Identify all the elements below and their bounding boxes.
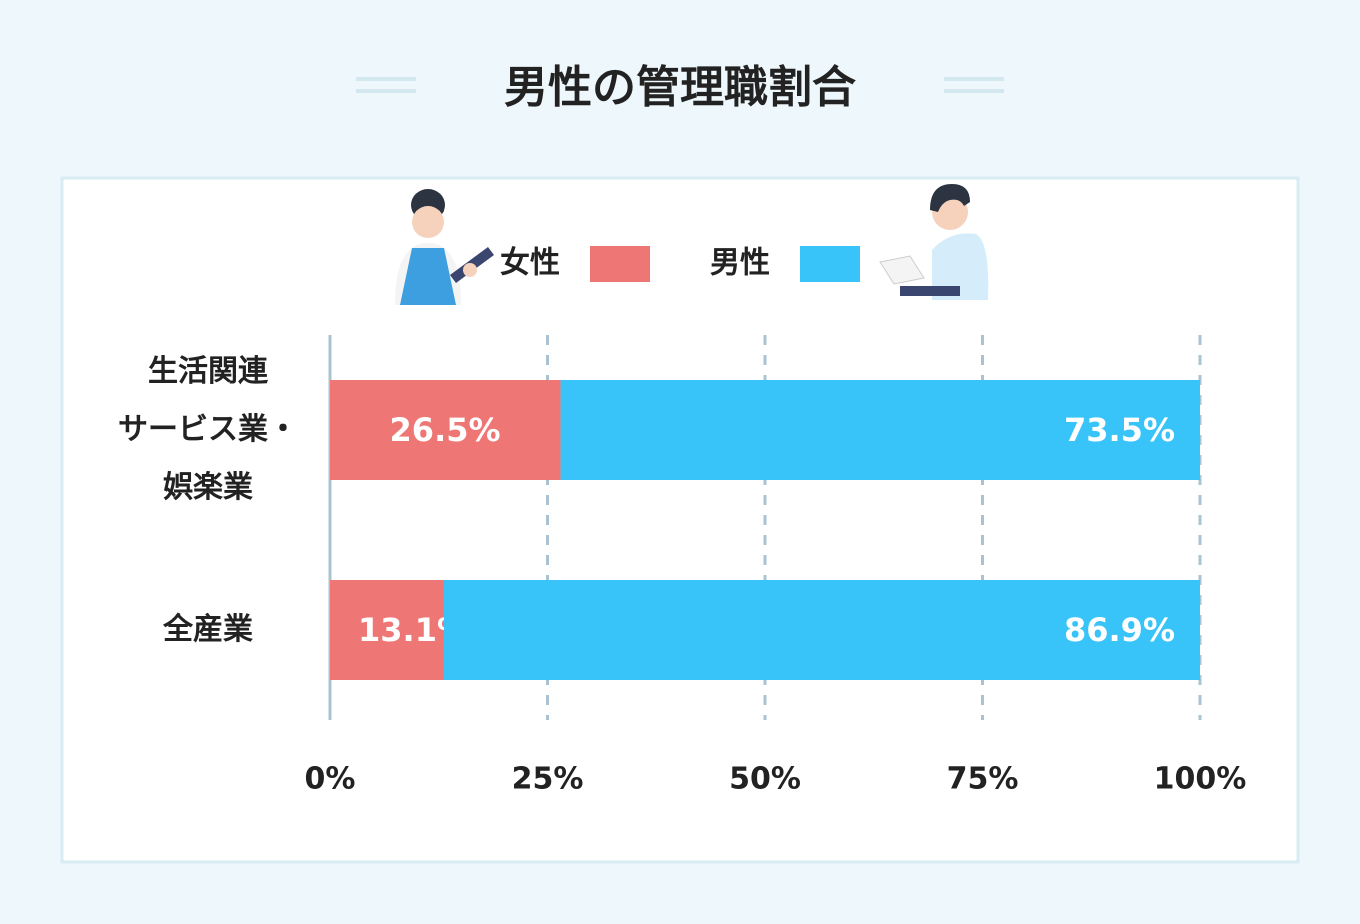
panel <box>60 176 1300 864</box>
value-label: 26.5% <box>390 411 501 449</box>
value-label: 86.9% <box>1064 611 1175 649</box>
legend-label: 男性 <box>710 246 770 281</box>
x-tick-label: 100% <box>1154 762 1247 797</box>
legend-swatch <box>800 246 860 282</box>
bar-segment <box>443 580 1201 680</box>
bar-segment <box>330 380 561 480</box>
bar-segment <box>330 580 444 680</box>
legend-swatch <box>590 246 650 282</box>
man-illustration <box>879 184 989 300</box>
woman-illustration <box>395 189 494 305</box>
x-tick-label: 50% <box>729 762 801 797</box>
value-label: 73.5% <box>1064 411 1175 449</box>
y-tick-label: 生活関連サービス業・娯楽業 <box>118 354 298 505</box>
legend-label: 女性 <box>500 246 560 281</box>
chart-title: 男性の管理職割合 <box>504 62 856 113</box>
title-decoration <box>356 77 1004 93</box>
x-tick-label: 25% <box>512 762 584 797</box>
bar-segment <box>560 380 1200 480</box>
x-tick-label: 75% <box>947 762 1019 797</box>
x-tick-label: 0% <box>305 762 356 797</box>
y-tick-label: 全産業 <box>162 612 253 647</box>
